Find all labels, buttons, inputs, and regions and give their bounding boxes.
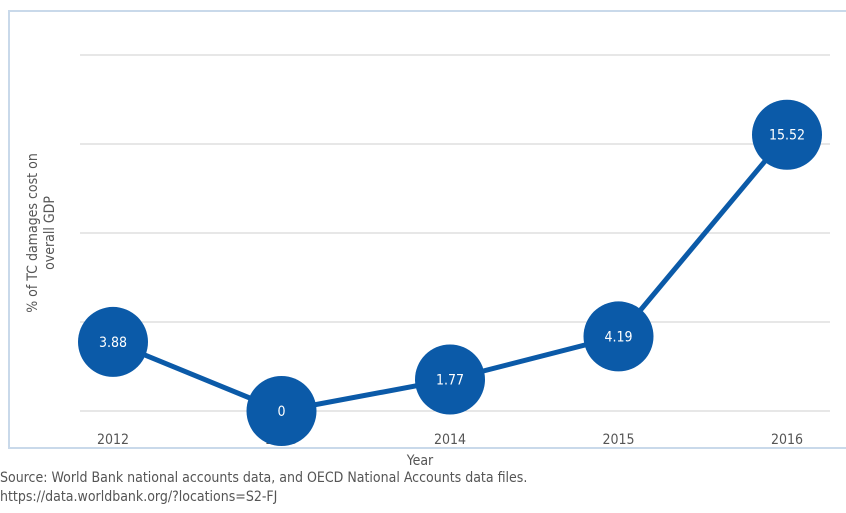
x-tick-label: 2016 <box>771 432 803 448</box>
y-axis-label: % of TC damages cost on overall GDP <box>25 153 58 313</box>
data-label: 4.19 <box>604 329 632 345</box>
point <box>583 301 654 372</box>
data-label: 1.77 <box>436 372 464 388</box>
x-tick-label: 2012 <box>97 432 129 448</box>
data-label: 15.52 <box>769 128 805 144</box>
x-tick-label: 2015 <box>602 432 634 448</box>
source: Source: World Bank national accounts dat… <box>0 470 527 486</box>
point <box>752 99 822 170</box>
point <box>246 376 317 446</box>
x-axis-label: Year <box>406 453 434 469</box>
x-tick-label: 2014 <box>434 432 466 448</box>
chart-frame <box>8 10 846 449</box>
y-axis-label-line: % of TC damages cost on <box>25 153 41 313</box>
source-url: https://data.worldbank.org/?locations=S2… <box>0 489 277 505</box>
y-axis-label-line: overall GDP <box>42 196 58 270</box>
data-label: 3.88 <box>99 335 127 351</box>
point <box>415 344 485 415</box>
point <box>78 306 148 377</box>
data-label: 0 <box>277 404 285 420</box>
